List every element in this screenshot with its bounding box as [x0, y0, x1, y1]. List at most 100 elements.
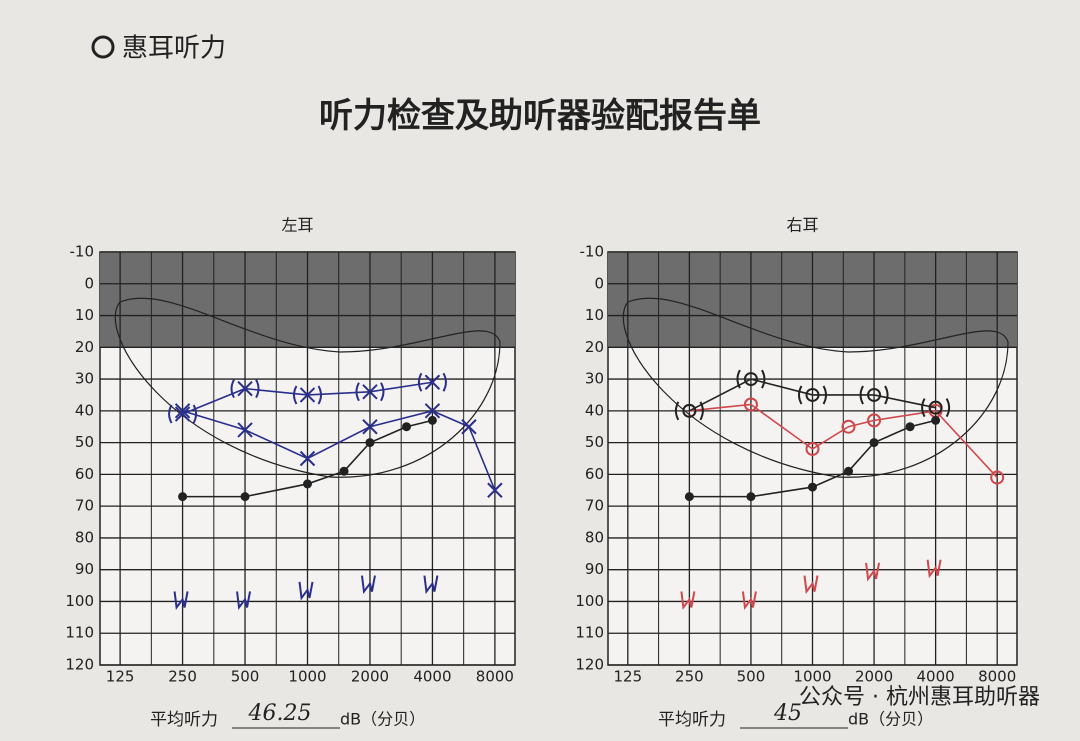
y-tick-label: 50 — [75, 433, 94, 451]
y-tick-label: 90 — [585, 560, 604, 578]
x-tick-label: 4000 — [917, 668, 955, 686]
marker — [865, 562, 881, 582]
y-tick-label: 50 — [585, 433, 604, 451]
y-tick-label: 30 — [75, 370, 94, 388]
y-tick-label: 110 — [65, 624, 94, 642]
marker — [487, 482, 503, 498]
x-tick-label: 500 — [737, 668, 766, 686]
marker — [905, 422, 915, 432]
marker — [680, 591, 696, 611]
marker — [168, 404, 198, 424]
y-tick-label: 40 — [75, 401, 94, 419]
x-tick-label: 1000 — [793, 668, 831, 686]
brand: 惠耳听力 — [122, 34, 226, 64]
y-tick-label: 0 — [84, 274, 94, 292]
marker — [424, 403, 441, 419]
y-tick-label: 60 — [585, 465, 604, 483]
y-tick-label: 70 — [585, 497, 604, 515]
marker — [931, 415, 941, 425]
y-tick-label: 100 — [575, 592, 604, 610]
x-tick-label: 1000 — [288, 668, 326, 686]
y-tick-label: 10 — [75, 306, 94, 324]
y-tick-label: -10 — [70, 243, 95, 261]
marker — [236, 591, 252, 611]
y-tick-label: 110 — [575, 624, 604, 642]
y-tick-label: 70 — [75, 497, 94, 515]
marker — [684, 492, 694, 502]
y-tick-label: -10 — [580, 243, 605, 261]
marker — [237, 422, 253, 438]
marker — [362, 419, 378, 435]
marker — [240, 492, 250, 502]
marker — [303, 479, 312, 489]
report-title: 听力检查及助听器验配报告单 — [319, 96, 761, 136]
marker — [299, 450, 316, 467]
y-tick-label: 0 — [594, 274, 604, 292]
y-tick-label: 120 — [65, 656, 94, 674]
marker — [360, 575, 376, 595]
marker — [798, 385, 827, 405]
marker — [859, 385, 889, 405]
average-value: 45 — [773, 701, 802, 726]
speech-area — [114, 297, 501, 478]
marker — [844, 466, 854, 476]
marker — [990, 470, 1005, 485]
average-unit: dB（分贝） — [340, 710, 425, 729]
x-tick-label: 250 — [168, 668, 197, 686]
marker — [741, 591, 757, 611]
x-tick-label: 4000 — [413, 668, 451, 686]
marker — [808, 482, 817, 492]
marker — [417, 372, 447, 392]
average-label: 平均听力 — [658, 710, 726, 730]
marker — [365, 438, 375, 448]
marker — [293, 385, 322, 405]
y-tick-label: 120 — [575, 656, 604, 674]
marker — [674, 401, 704, 421]
average-value: 46.25 — [248, 701, 312, 726]
marker — [355, 382, 385, 402]
y-tick-label: 20 — [585, 338, 604, 356]
brand-icon — [91, 35, 115, 59]
marker — [805, 441, 820, 456]
average-label: 平均听力 — [150, 710, 218, 730]
x-tick-label: 2000 — [855, 668, 893, 686]
x-tick-label: 125 — [106, 668, 135, 686]
marker — [174, 403, 191, 419]
y-tick-label: 10 — [585, 306, 604, 324]
marker — [402, 422, 412, 432]
marker — [921, 398, 951, 418]
marker — [339, 466, 349, 476]
series-line — [689, 378, 936, 412]
series-line — [689, 403, 998, 479]
y-tick-label: 80 — [585, 528, 604, 546]
average-unit: dB（分贝） — [848, 710, 933, 729]
marker — [743, 397, 758, 412]
x-tick-label: 8000 — [978, 668, 1016, 686]
marker — [423, 575, 439, 595]
marker — [867, 413, 882, 428]
speech-area — [622, 297, 1009, 478]
y-tick-label: 20 — [75, 338, 94, 356]
y-tick-label: 40 — [585, 401, 604, 419]
x-tick-label: 250 — [675, 668, 704, 686]
x-tick-label: 125 — [613, 668, 642, 686]
y-tick-label: 90 — [75, 560, 94, 578]
marker — [841, 419, 856, 434]
x-tick-label: 500 — [231, 668, 260, 686]
watermark: 公众号 · 杭州惠耳助听器 — [799, 685, 1040, 710]
x-tick-label: 8000 — [476, 668, 514, 686]
x-tick-label: 2000 — [351, 668, 389, 686]
chart-title: 左耳 — [281, 216, 313, 235]
marker — [803, 575, 819, 595]
y-tick-label: 30 — [585, 370, 604, 388]
marker — [427, 415, 437, 425]
marker — [461, 419, 477, 435]
marker — [173, 591, 189, 611]
chart-title: 右耳 — [786, 216, 818, 235]
y-tick-label: 60 — [75, 465, 94, 483]
marker — [298, 581, 314, 601]
marker — [869, 438, 879, 448]
marker — [746, 492, 756, 502]
marker — [736, 369, 766, 389]
